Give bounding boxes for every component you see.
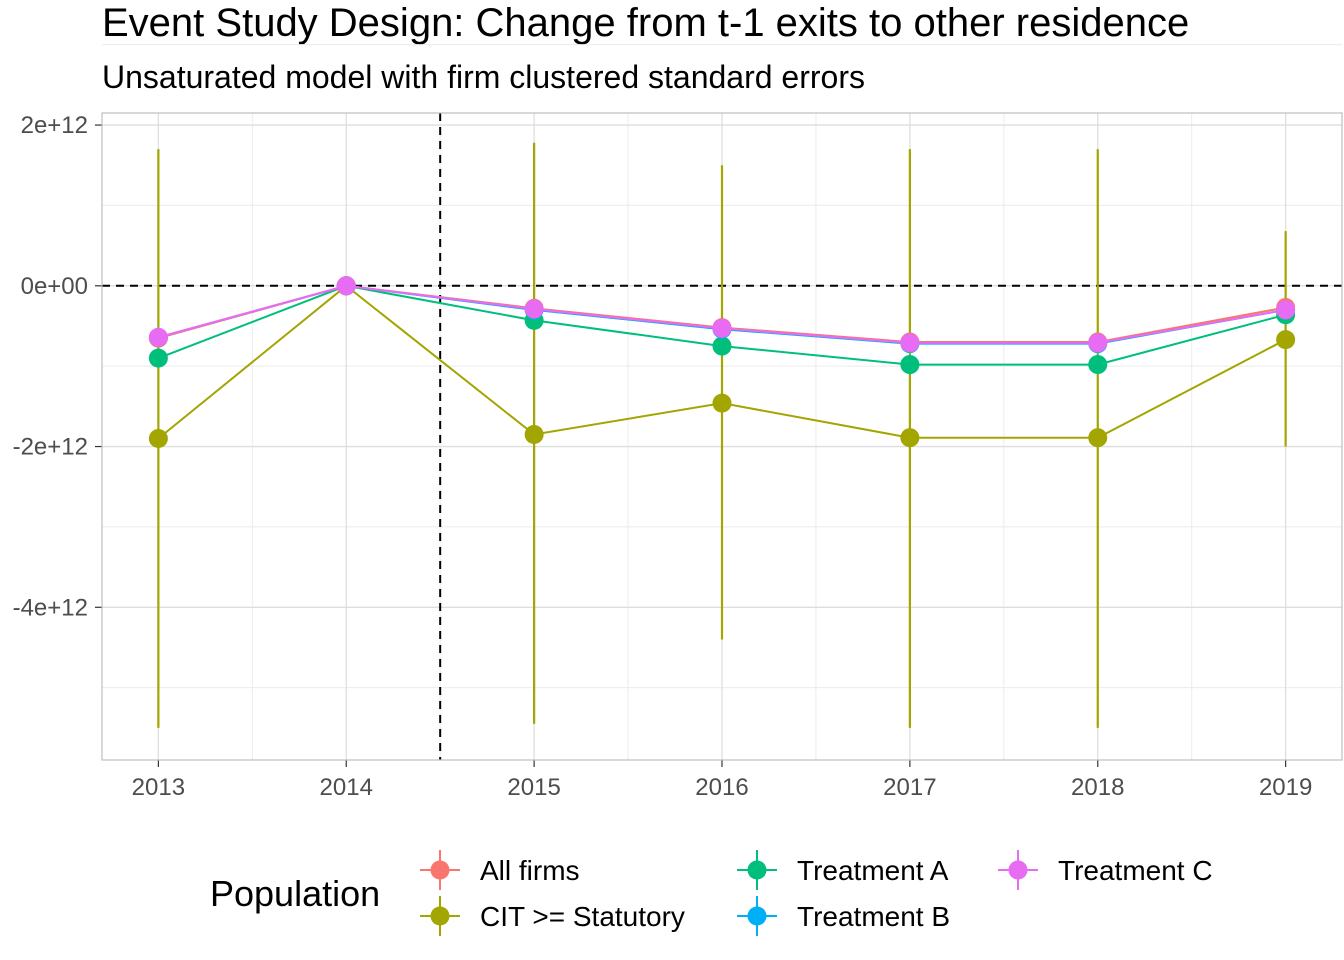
x-tick-label: 2018 [1071, 774, 1124, 801]
x-tick-label: 2014 [320, 774, 373, 801]
x-tick-label: 2016 [695, 774, 748, 801]
data-point [1088, 428, 1108, 448]
data-point [524, 424, 544, 444]
legend-item: CIT >= Statutory [420, 896, 685, 936]
data-point [524, 299, 544, 319]
data-point [712, 393, 732, 413]
y-tick-label: 0e+00 [21, 273, 88, 300]
legend-item: Treatment B [737, 896, 950, 936]
legend-label: Treatment A [797, 855, 949, 886]
data-point [712, 336, 732, 356]
data-point [148, 429, 168, 449]
legend-label: Treatment B [797, 901, 950, 932]
legend: Population All firms CIT >= Statutory Treat… [210, 850, 1213, 936]
data-point [1088, 355, 1108, 375]
legend-title: Population [210, 873, 380, 914]
legend-key-point [430, 906, 450, 926]
series-points [148, 276, 1296, 449]
chart-title: Event Study Design: Change from t-1 exit… [102, 1, 1190, 45]
legend-label: Treatment C [1058, 855, 1213, 886]
legend-label: CIT >= Statutory [480, 901, 685, 932]
data-point [1088, 333, 1108, 353]
x-tick-label: 2013 [132, 774, 185, 801]
legend-item: Treatment A [737, 850, 949, 890]
legend-key-point [747, 860, 767, 880]
data-point [1276, 330, 1296, 350]
legend-key-point [747, 906, 767, 926]
data-point [900, 355, 920, 375]
x-tick-label: 2017 [883, 774, 936, 801]
y-tick-label: -4e+12 [13, 594, 88, 621]
legend-key-point [430, 860, 450, 880]
y-tick-label: -2e+12 [13, 434, 88, 461]
data-point [712, 318, 732, 338]
chart-subtitle: Unsaturated model with firm clustered st… [102, 59, 865, 95]
legend-item: All firms [420, 850, 580, 890]
legend-label: All firms [480, 855, 580, 886]
y-tick-label: 2e+12 [21, 112, 88, 139]
data-point [336, 276, 356, 296]
data-point [900, 428, 920, 448]
data-point [900, 333, 920, 353]
panel-border [101, 112, 1343, 761]
data-point [148, 348, 168, 368]
x-tick-label: 2019 [1259, 774, 1312, 801]
data-point [1276, 300, 1296, 320]
x-tick-label: 2015 [507, 774, 560, 801]
axes: 2e+12 0e+00 -2e+12 -4e+12 2013 2014 2015 2016 20… [13, 112, 1343, 801]
legend-key-point [1008, 860, 1028, 880]
legend-item: Treatment C [998, 850, 1213, 890]
data-point [148, 327, 168, 347]
